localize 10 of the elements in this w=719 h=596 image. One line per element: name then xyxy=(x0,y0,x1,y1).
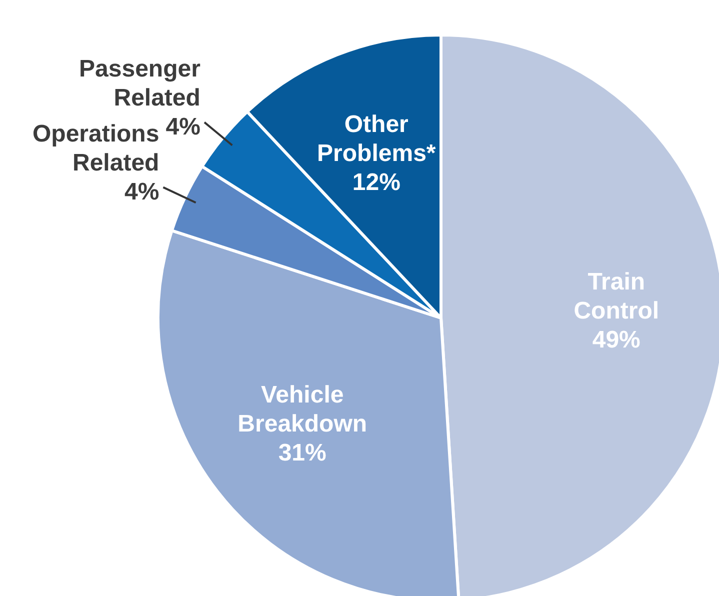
slice-label: Operations Related xyxy=(32,120,160,177)
data-label: 31% xyxy=(278,440,326,467)
data-label: 49% xyxy=(592,326,640,354)
data-label: 12% xyxy=(352,169,400,196)
slice-label: Other Problems* xyxy=(317,111,436,168)
data-label: 4% xyxy=(166,114,200,141)
slice-label: Passenger Related xyxy=(79,56,200,112)
data-label: 4% xyxy=(124,178,160,206)
slice-label: Train Control xyxy=(574,268,660,325)
slice-label: Vehicle Breakdown xyxy=(238,382,368,438)
